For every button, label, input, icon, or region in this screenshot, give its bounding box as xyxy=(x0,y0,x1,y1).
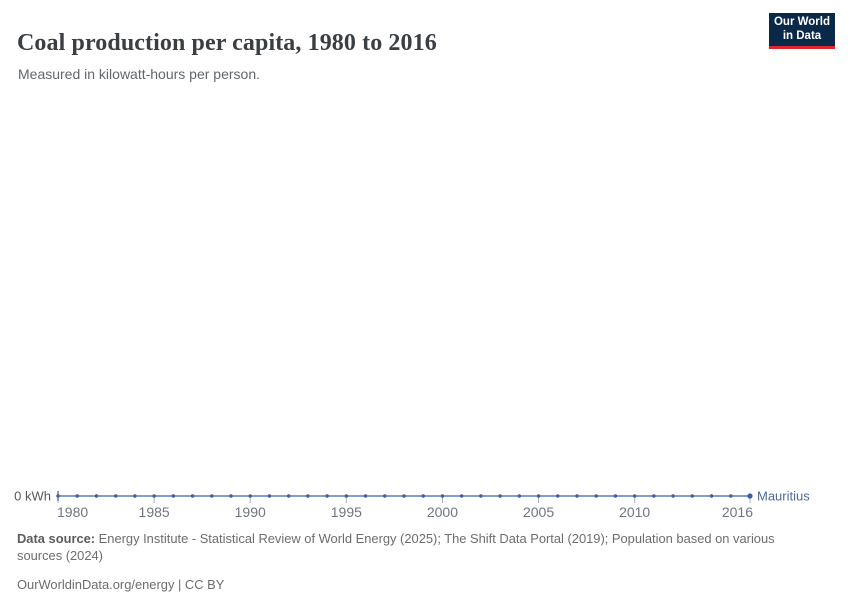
data-point[interactable] xyxy=(729,494,733,498)
data-source-line: Data source: Energy Institute - Statisti… xyxy=(17,531,820,564)
owid-logo-line1: Our World xyxy=(773,16,830,29)
data-point[interactable] xyxy=(690,494,695,498)
license-line[interactable]: OurWorldinData.org/energy | CC BY xyxy=(17,576,225,592)
data-point[interactable] xyxy=(113,494,118,498)
data-point[interactable] xyxy=(94,494,99,498)
data-point[interactable] xyxy=(613,494,618,498)
chart-plot-area[interactable]: 1980 1985 1990 1995 2000 2005 2010 2016 0 kWh Mau… xyxy=(0,468,850,534)
data-point[interactable] xyxy=(152,494,156,498)
owid-logo-line2: in Data xyxy=(782,29,822,42)
data-point[interactable] xyxy=(344,494,349,498)
data-point[interactable] xyxy=(594,494,598,498)
data-point[interactable] xyxy=(632,494,637,498)
data-point[interactable] xyxy=(363,494,368,498)
data-point[interactable] xyxy=(306,494,310,498)
data-point[interactable] xyxy=(229,494,233,498)
data-point[interactable] xyxy=(459,494,464,498)
data-point[interactable] xyxy=(536,494,541,498)
data-source-text: Energy Institute - Statistical Review of… xyxy=(17,531,775,563)
data-point[interactable] xyxy=(75,494,79,498)
x-axis-tick-label: 1995 xyxy=(331,504,362,520)
data-point[interactable] xyxy=(747,493,753,499)
x-axis-tick-label: 2016 xyxy=(722,504,753,520)
data-point[interactable] xyxy=(56,494,60,498)
page-title: Coal production per capita, 1980 to 2016 xyxy=(17,30,437,57)
page-subtitle: Measured in kilowatt-hours per person. xyxy=(18,66,261,82)
data-point[interactable] xyxy=(440,494,445,498)
data-point[interactable] xyxy=(652,494,656,498)
data-point[interactable] xyxy=(556,494,560,498)
x-axis-tick-label: 2005 xyxy=(523,504,554,520)
data-point[interactable] xyxy=(190,494,195,498)
data-point[interactable] xyxy=(267,494,272,498)
x-axis-tick-label: 1990 xyxy=(235,504,266,520)
data-point[interactable] xyxy=(325,494,329,498)
owid-logo[interactable]: Our World in Data xyxy=(769,13,835,49)
data-point[interactable] xyxy=(248,494,252,498)
data-point[interactable] xyxy=(709,494,714,498)
data-point[interactable] xyxy=(210,494,214,498)
data-point[interactable] xyxy=(383,494,387,498)
y-axis-zero-label: 0 kWh xyxy=(14,489,51,504)
data-point[interactable] xyxy=(517,494,522,498)
data-point[interactable] xyxy=(498,494,502,498)
entity-label[interactable]: Mauritius xyxy=(757,489,810,504)
data-point[interactable] xyxy=(171,494,176,498)
x-axis-tick-label: 2000 xyxy=(427,504,458,520)
data-source-label: Data source: xyxy=(17,531,96,546)
x-axis-tick-label: 1980 xyxy=(57,504,88,520)
data-point[interactable] xyxy=(479,494,483,498)
x-axis-tick-label: 1985 xyxy=(139,504,170,520)
data-point[interactable] xyxy=(286,494,291,498)
data-point[interactable] xyxy=(671,494,675,498)
data-point[interactable] xyxy=(421,494,425,498)
data-point[interactable] xyxy=(133,494,137,498)
data-point[interactable] xyxy=(402,494,406,498)
x-axis-tick-label: 2010 xyxy=(619,504,650,520)
chart-footer: Data source: Energy Institute - Statisti… xyxy=(17,531,820,606)
data-point[interactable] xyxy=(575,494,579,498)
